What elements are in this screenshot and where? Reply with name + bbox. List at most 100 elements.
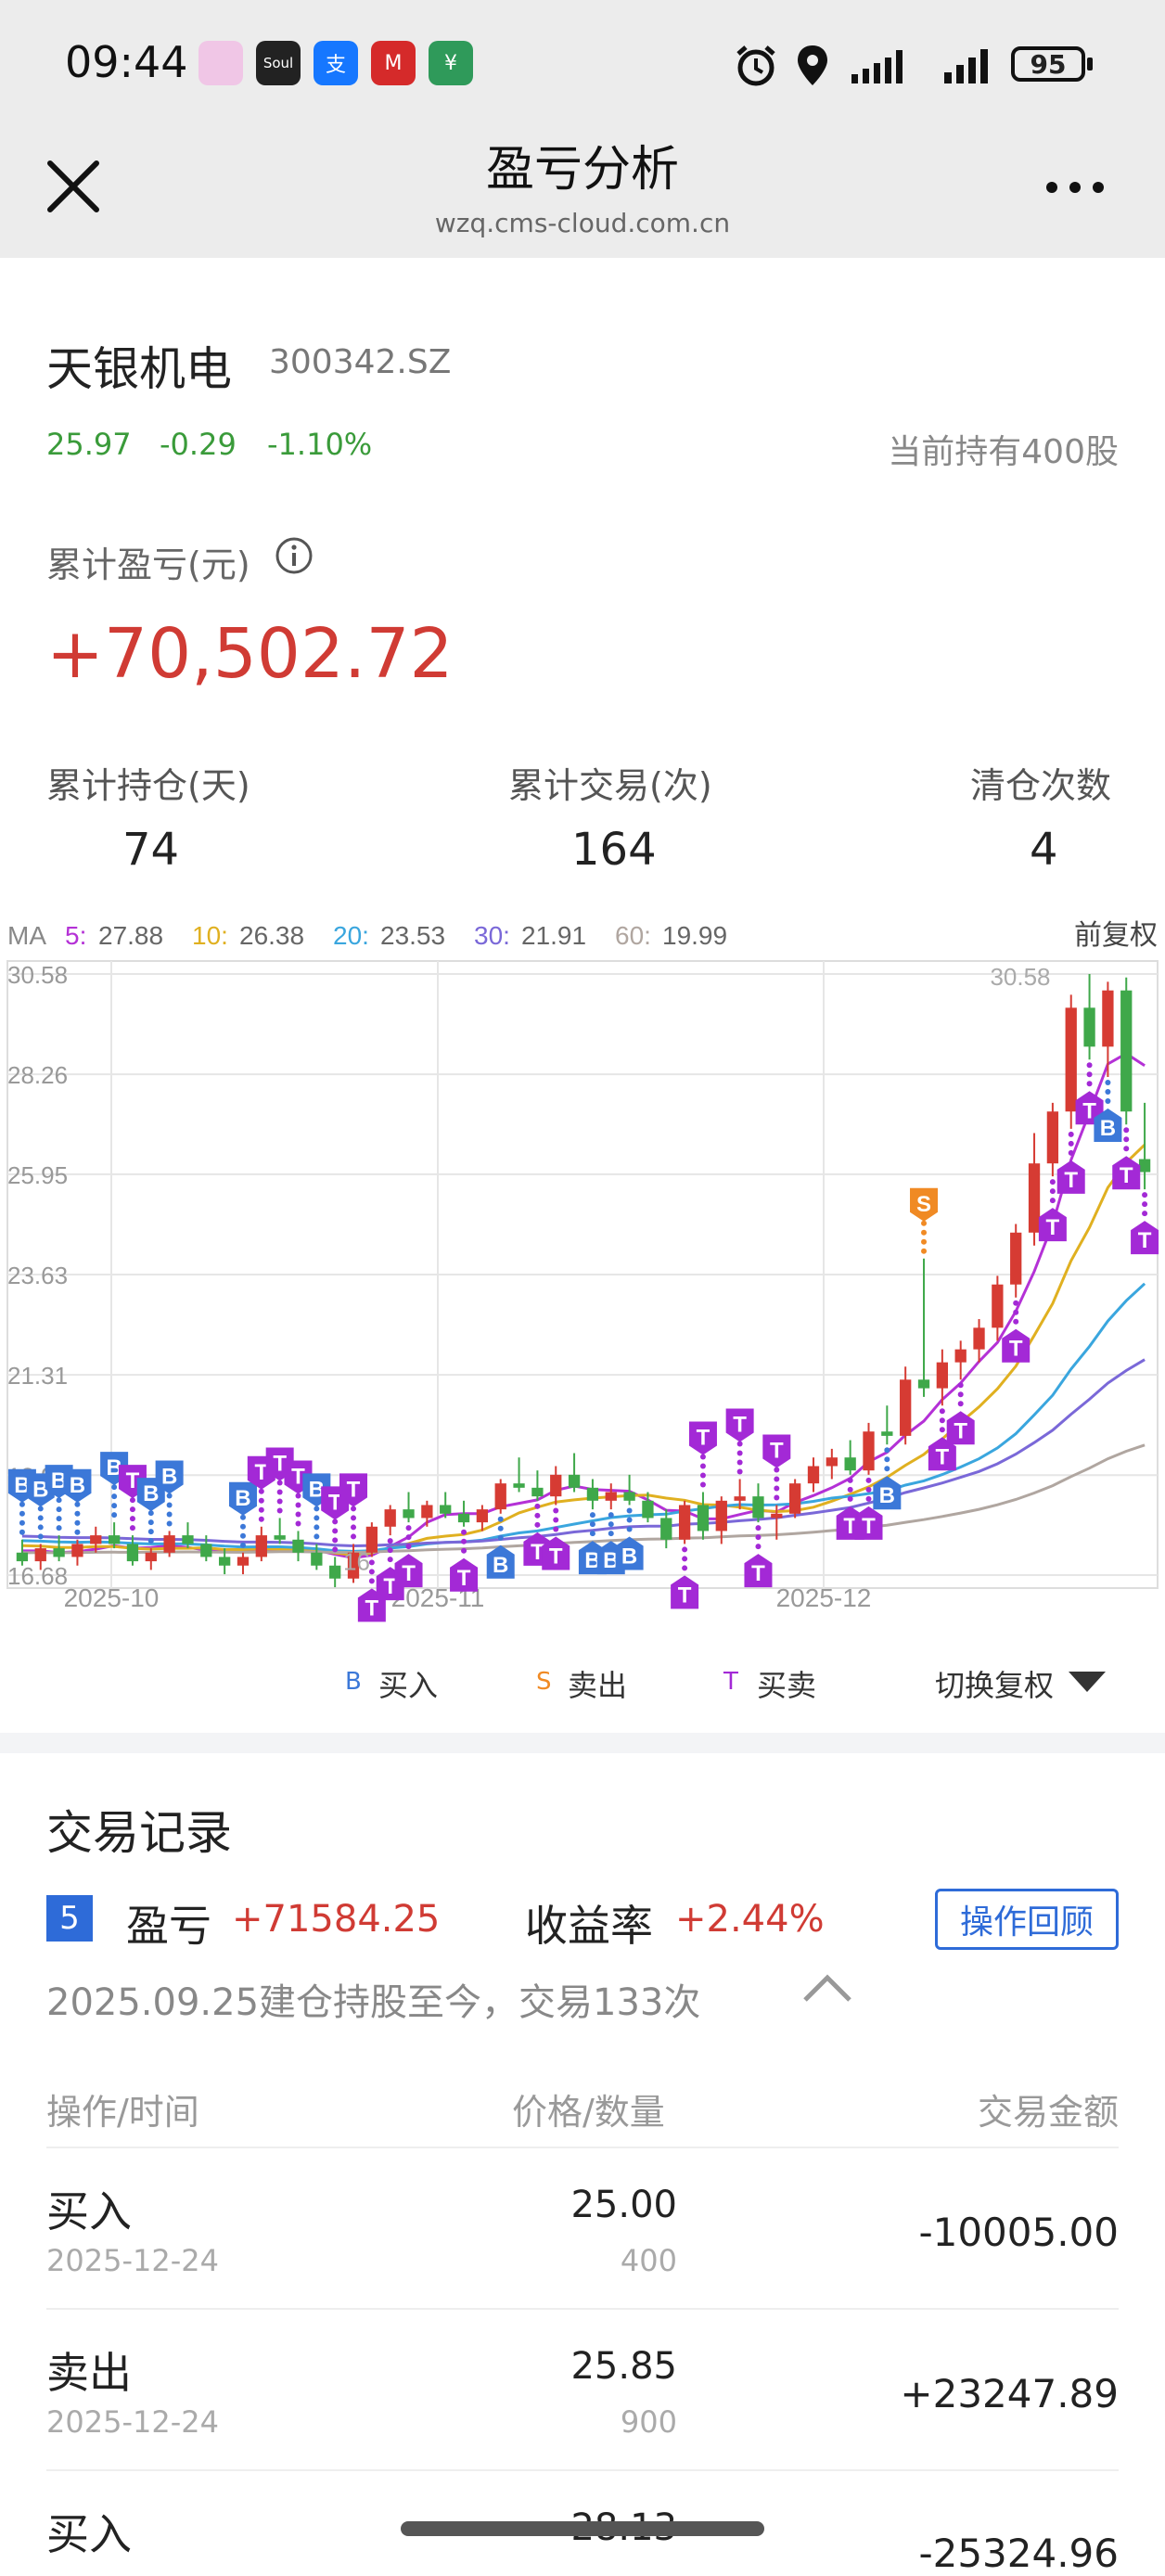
y-tick-label: 28.26 xyxy=(7,1061,68,1089)
candle-body xyxy=(347,1552,360,1579)
ma-name-0: 5: xyxy=(65,921,86,950)
marker-dot xyxy=(387,1547,393,1554)
candle-body xyxy=(274,1535,286,1540)
trade-marker-label: B xyxy=(32,1477,48,1502)
trade-marker-label: T xyxy=(1082,1098,1096,1123)
ma-value-0: 27.88 xyxy=(98,921,163,950)
candle-body xyxy=(255,1535,267,1557)
pl-label: 累计盈亏(元) xyxy=(46,545,250,585)
marker-dot xyxy=(736,1459,743,1466)
marker-dot xyxy=(129,1506,135,1513)
trade-marker-T xyxy=(1002,1328,1031,1363)
trade-marker-T xyxy=(394,1554,423,1588)
marker-dot xyxy=(239,1532,246,1539)
marker-dot xyxy=(387,1538,393,1544)
trade-marker-B xyxy=(615,1536,644,1570)
marker-dot xyxy=(368,1578,375,1584)
trade-marker-T xyxy=(671,1575,699,1609)
marker-dot xyxy=(1049,1188,1056,1195)
more-icon[interactable] xyxy=(1043,176,1107,199)
candle-body xyxy=(605,1492,617,1501)
row-divider xyxy=(46,2147,1119,2148)
marker-dot xyxy=(276,1489,283,1495)
row-amount: -10005.00 xyxy=(918,2210,1119,2255)
marker-dot xyxy=(921,1229,928,1236)
candle-body xyxy=(53,1548,65,1557)
col-header-op: 操作/时间 xyxy=(46,2092,199,2133)
caret-down-icon[interactable] xyxy=(1067,1670,1107,1694)
row-qty: 400 xyxy=(620,2243,677,2278)
marker-dot xyxy=(276,1498,283,1505)
row-amount: +23247.89 xyxy=(900,2371,1119,2416)
candle-body xyxy=(90,1535,102,1544)
marker-dot xyxy=(1123,1127,1130,1134)
marker-dot xyxy=(405,1534,412,1541)
trade-marker-B xyxy=(155,1460,184,1494)
marker-dot xyxy=(295,1493,301,1499)
app-circle-icon xyxy=(198,41,243,85)
chevron-up-icon[interactable] xyxy=(800,1970,855,2007)
trade-marker-label: T xyxy=(254,1460,268,1485)
page-title: 盈亏分析 xyxy=(485,142,679,198)
candle-body xyxy=(494,1483,506,1510)
y-tick-label: 16.68 xyxy=(7,1562,68,1590)
alarm-icon xyxy=(736,45,775,86)
marker-dot xyxy=(351,1524,357,1531)
trade-marker-B xyxy=(486,1544,515,1579)
switch-adjust-button[interactable]: 切换复权 xyxy=(935,1668,1055,1703)
marker-dot xyxy=(314,1524,320,1531)
marker-dot xyxy=(56,1506,62,1513)
trade-marker-label: T xyxy=(1046,1215,1060,1240)
trade-marker-S xyxy=(910,1187,939,1222)
marker-dot xyxy=(332,1537,339,1544)
x-tick-label: 2025-10 xyxy=(64,1583,160,1612)
candle-body xyxy=(457,1513,470,1523)
trade-marker-label: T xyxy=(273,1451,287,1476)
stock-price: 25.97 xyxy=(46,427,132,462)
marker-dot xyxy=(129,1516,135,1522)
candle-body xyxy=(954,1349,967,1363)
marker-dot xyxy=(699,1454,706,1460)
candle-body xyxy=(421,1505,433,1519)
marker-dot xyxy=(682,1565,688,1571)
candle-body xyxy=(826,1457,838,1467)
info-icon[interactable] xyxy=(275,536,314,575)
marker-dot xyxy=(1049,1179,1056,1185)
trade-marker-label: T xyxy=(751,1561,765,1586)
close-icon[interactable] xyxy=(41,154,106,219)
marker-dot xyxy=(1105,1097,1111,1104)
marker-dot xyxy=(1086,1071,1093,1078)
marker-dot xyxy=(939,1417,945,1424)
marker-dot xyxy=(239,1542,246,1548)
candle-body xyxy=(108,1535,121,1544)
nav-bar xyxy=(0,130,1165,258)
ma-value-4: 19.99 xyxy=(662,921,727,950)
marker-dot xyxy=(699,1463,706,1469)
home-indicator[interactable] xyxy=(401,2521,764,2536)
marker-dot xyxy=(295,1511,301,1518)
candle-body xyxy=(973,1327,985,1350)
trade-marker-B xyxy=(873,1476,902,1510)
marker-dot xyxy=(276,1507,283,1514)
candle-body xyxy=(218,1557,231,1566)
marker-dot xyxy=(755,1525,762,1532)
marker-dot xyxy=(939,1427,945,1433)
stock-change-pct: -1.10% xyxy=(267,427,373,462)
candle-body xyxy=(900,1379,912,1436)
trade-marker-label: T xyxy=(1009,1337,1023,1362)
replay-button[interactable]: 操作回顾 xyxy=(935,1889,1119,1950)
stat-label-days: 累计持仓(天) xyxy=(46,765,250,806)
row-date: 2025-12-24 xyxy=(46,2243,219,2278)
row-op: 买入 xyxy=(46,2509,132,2559)
trade-marker-B xyxy=(63,1468,92,1503)
candle-body xyxy=(182,1535,194,1544)
kline-chart[interactable]: MA 5: 27.88 10: 26.38 20: 23.53 30: 21.91 60: 19.9… xyxy=(0,918,1165,1623)
marker-dot xyxy=(1068,1131,1074,1137)
marker-dot xyxy=(129,1497,135,1504)
trade-marker-B xyxy=(228,1481,257,1516)
candle-body xyxy=(917,1379,930,1389)
marker-dot xyxy=(682,1546,688,1553)
legend-buy-icon: B xyxy=(345,1668,362,1696)
candle-body xyxy=(678,1505,691,1540)
marker-dot xyxy=(166,1493,173,1499)
